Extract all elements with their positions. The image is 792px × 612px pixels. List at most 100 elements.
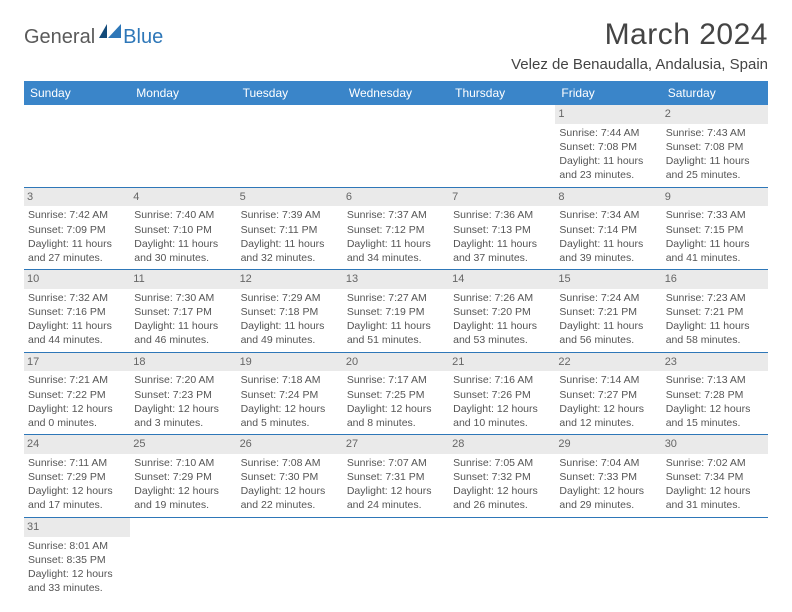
daylight-text: Daylight: 12 hours and 24 minutes. (347, 484, 445, 512)
day-header: Monday (130, 81, 236, 105)
day-number: 18 (130, 353, 236, 372)
day-number: 8 (555, 188, 661, 207)
day-number: 22 (555, 353, 661, 372)
day-number: 26 (237, 435, 343, 454)
calendar-cell: 23Sunrise: 7:13 AMSunset: 7:28 PMDayligh… (662, 352, 768, 435)
sunset-text: Sunset: 7:20 PM (453, 305, 551, 319)
sunset-text: Sunset: 7:13 PM (453, 223, 551, 237)
day-number: 1 (555, 105, 661, 124)
sunset-text: Sunset: 7:21 PM (666, 305, 764, 319)
sunrise-text: Sunrise: 7:02 AM (666, 456, 764, 470)
daylight-text: Daylight: 11 hours and 58 minutes. (666, 319, 764, 347)
sunrise-text: Sunrise: 7:07 AM (347, 456, 445, 470)
day-header: Thursday (449, 81, 555, 105)
sunset-text: Sunset: 7:22 PM (28, 388, 126, 402)
calendar-cell: 8Sunrise: 7:34 AMSunset: 7:14 PMDaylight… (555, 187, 661, 270)
day-header: Friday (555, 81, 661, 105)
calendar-table: Sunday Monday Tuesday Wednesday Thursday… (24, 81, 768, 599)
calendar-cell: 13Sunrise: 7:27 AMSunset: 7:19 PMDayligh… (343, 270, 449, 353)
daylight-text: Daylight: 11 hours and 37 minutes. (453, 237, 551, 265)
calendar-cell (237, 517, 343, 599)
daylight-text: Daylight: 12 hours and 33 minutes. (28, 567, 126, 595)
sunrise-text: Sunrise: 7:14 AM (559, 373, 657, 387)
calendar-cell: 31Sunrise: 8:01 AMSunset: 8:35 PMDayligh… (24, 517, 130, 599)
sunrise-text: Sunrise: 7:05 AM (453, 456, 551, 470)
logo-flag-icon (99, 24, 121, 45)
day-number: 9 (662, 188, 768, 207)
sunset-text: Sunset: 7:08 PM (666, 140, 764, 154)
daylight-text: Daylight: 11 hours and 56 minutes. (559, 319, 657, 347)
day-number: 24 (24, 435, 130, 454)
sunset-text: Sunset: 7:25 PM (347, 388, 445, 402)
sunset-text: Sunset: 7:17 PM (134, 305, 232, 319)
day-number: 28 (449, 435, 555, 454)
daylight-text: Daylight: 11 hours and 41 minutes. (666, 237, 764, 265)
calendar-cell: 9Sunrise: 7:33 AMSunset: 7:15 PMDaylight… (662, 187, 768, 270)
month-title: March 2024 (511, 18, 768, 52)
day-number: 3 (24, 188, 130, 207)
calendar-cell (662, 517, 768, 599)
calendar-cell: 14Sunrise: 7:26 AMSunset: 7:20 PMDayligh… (449, 270, 555, 353)
sunset-text: Sunset: 7:19 PM (347, 305, 445, 319)
day-number: 27 (343, 435, 449, 454)
calendar-cell: 21Sunrise: 7:16 AMSunset: 7:26 PMDayligh… (449, 352, 555, 435)
sunset-text: Sunset: 7:21 PM (559, 305, 657, 319)
sunset-text: Sunset: 7:23 PM (134, 388, 232, 402)
sunrise-text: Sunrise: 7:34 AM (559, 208, 657, 222)
day-number: 21 (449, 353, 555, 372)
daylight-text: Daylight: 12 hours and 3 minutes. (134, 402, 232, 430)
header: General Blue March 2024 Velez de Benauda… (24, 18, 768, 73)
sunset-text: Sunset: 8:35 PM (28, 553, 126, 567)
sunrise-text: Sunrise: 7:39 AM (241, 208, 339, 222)
daylight-text: Daylight: 12 hours and 12 minutes. (559, 402, 657, 430)
day-header: Tuesday (237, 81, 343, 105)
calendar-cell: 22Sunrise: 7:14 AMSunset: 7:27 PMDayligh… (555, 352, 661, 435)
calendar-week-row: 10Sunrise: 7:32 AMSunset: 7:16 PMDayligh… (24, 270, 768, 353)
day-number: 2 (662, 105, 768, 124)
day-header: Wednesday (343, 81, 449, 105)
calendar-cell (449, 517, 555, 599)
sunset-text: Sunset: 7:29 PM (134, 470, 232, 484)
day-number: 7 (449, 188, 555, 207)
day-number: 20 (343, 353, 449, 372)
calendar-header-row: Sunday Monday Tuesday Wednesday Thursday… (24, 81, 768, 105)
daylight-text: Daylight: 12 hours and 8 minutes. (347, 402, 445, 430)
day-number: 10 (24, 270, 130, 289)
day-number: 6 (343, 188, 449, 207)
sunset-text: Sunset: 7:28 PM (666, 388, 764, 402)
calendar-week-row: 24Sunrise: 7:11 AMSunset: 7:29 PMDayligh… (24, 435, 768, 518)
daylight-text: Daylight: 11 hours and 25 minutes. (666, 154, 764, 182)
logo-text-blue: Blue (123, 26, 163, 49)
day-number: 13 (343, 270, 449, 289)
day-header: Saturday (662, 81, 768, 105)
daylight-text: Daylight: 12 hours and 15 minutes. (666, 402, 764, 430)
sunrise-text: Sunrise: 7:17 AM (347, 373, 445, 387)
sunset-text: Sunset: 7:12 PM (347, 223, 445, 237)
calendar-week-row: 3Sunrise: 7:42 AMSunset: 7:09 PMDaylight… (24, 187, 768, 270)
sunset-text: Sunset: 7:16 PM (28, 305, 126, 319)
calendar-cell: 20Sunrise: 7:17 AMSunset: 7:25 PMDayligh… (343, 352, 449, 435)
calendar-cell: 24Sunrise: 7:11 AMSunset: 7:29 PMDayligh… (24, 435, 130, 518)
sunrise-text: Sunrise: 7:20 AM (134, 373, 232, 387)
calendar-week-row: 31Sunrise: 8:01 AMSunset: 8:35 PMDayligh… (24, 517, 768, 599)
sunrise-text: Sunrise: 7:33 AM (666, 208, 764, 222)
calendar-cell: 29Sunrise: 7:04 AMSunset: 7:33 PMDayligh… (555, 435, 661, 518)
calendar-cell: 7Sunrise: 7:36 AMSunset: 7:13 PMDaylight… (449, 187, 555, 270)
sunrise-text: Sunrise: 7:08 AM (241, 456, 339, 470)
daylight-text: Daylight: 12 hours and 26 minutes. (453, 484, 551, 512)
title-block: March 2024 Velez de Benaudalla, Andalusi… (511, 18, 768, 73)
daylight-text: Daylight: 12 hours and 0 minutes. (28, 402, 126, 430)
calendar-cell: 1Sunrise: 7:44 AMSunset: 7:08 PMDaylight… (555, 105, 661, 187)
calendar-cell: 18Sunrise: 7:20 AMSunset: 7:23 PMDayligh… (130, 352, 236, 435)
calendar-cell: 19Sunrise: 7:18 AMSunset: 7:24 PMDayligh… (237, 352, 343, 435)
sunset-text: Sunset: 7:26 PM (453, 388, 551, 402)
sunrise-text: Sunrise: 8:01 AM (28, 539, 126, 553)
calendar-cell (343, 517, 449, 599)
day-number: 5 (237, 188, 343, 207)
day-number: 14 (449, 270, 555, 289)
daylight-text: Daylight: 11 hours and 51 minutes. (347, 319, 445, 347)
calendar-body: 1Sunrise: 7:44 AMSunset: 7:08 PMDaylight… (24, 105, 768, 599)
day-number: 15 (555, 270, 661, 289)
calendar-cell: 3Sunrise: 7:42 AMSunset: 7:09 PMDaylight… (24, 187, 130, 270)
sunrise-text: Sunrise: 7:18 AM (241, 373, 339, 387)
